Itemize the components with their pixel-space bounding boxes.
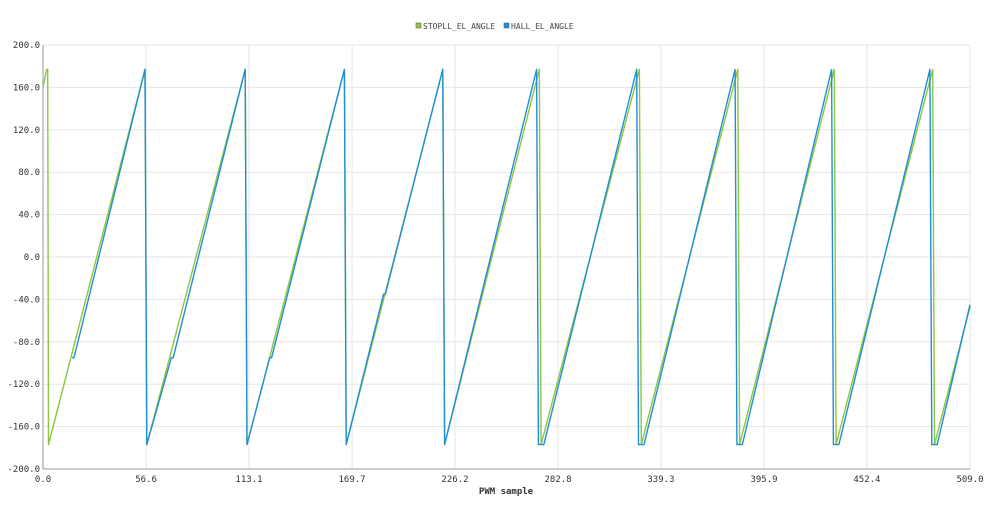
x-tick-label: 169.7 [339,475,366,485]
legend-label-stopll-el-angle: STOPLL_EL_ANGLE [423,22,495,31]
series-line-hall-el-angle [72,68,971,446]
y-tick-label: 80.0 [18,168,40,178]
y-tick-label: 120.0 [13,126,40,136]
x-tick-label: 282.8 [544,475,571,485]
y-tick-label: 0.0 [24,253,40,263]
x-tick-label: 509.0 [956,475,983,485]
legend-swatch-hall-el-angle [503,22,510,29]
y-tick-label: -120.0 [7,380,40,390]
x-tick-label: 113.1 [235,475,262,485]
x-axis-title: PWM sample [479,487,534,497]
y-tick-label: 160.0 [13,83,40,93]
y-tick-label: 40.0 [18,211,40,221]
x-tick-label: 56.6 [135,475,157,485]
series-layer [42,68,971,446]
axis-layer: 200.0 160.0 120.0 80.0 40.0 0.0 -40.0 -80.0 -120… [7,41,983,485]
grid-layer [42,44,971,470]
y-tick-label: -80.0 [13,338,40,348]
y-tick-label: -200.0 [7,465,40,475]
x-tick-label: 395.9 [750,475,777,485]
legend: STOPLL_EL_ANGLE HALL_EL_ANGLE [415,22,574,31]
x-tick-label: 339.3 [647,475,674,485]
legend-swatch-stopll-el-angle [415,22,422,29]
x-tick-label: 226.2 [441,475,468,485]
y-tick-label: 200.0 [13,41,40,51]
y-tick-label: -160.0 [7,423,40,433]
y-tick-label: -40.0 [13,295,40,305]
x-tick-label: 452.4 [853,475,880,485]
legend-label-hall-el-angle: HALL_EL_ANGLE [511,22,574,31]
x-tick-label: 0.0 [35,475,51,485]
